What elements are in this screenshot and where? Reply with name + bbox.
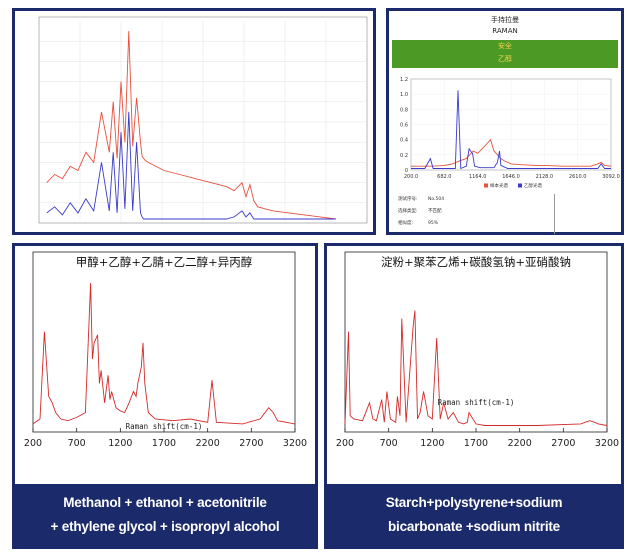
x-tick-label: 682.0 (437, 174, 451, 180)
legend-swatch (484, 183, 488, 188)
x-tick-label: 2200 (196, 438, 220, 449)
device-title: 手持拉曼 (491, 16, 519, 24)
info-table: 测试序号: No.504 选择类型: 不匹配 相似度: 95% (392, 194, 618, 230)
substance-label: 乙醇 (498, 55, 512, 63)
legend-swatch (518, 183, 522, 188)
bottom-right-chart: 淀粉+聚苯乙烯+碳酸氢钠+亚硝酸钠 Raman shift(cm-1) 200 7… (336, 251, 619, 449)
status-label: 安全 (498, 42, 512, 50)
chart-title: 淀粉+聚苯乙烯+碳酸氢钠+亚硝酸钠 (381, 255, 571, 269)
x-tick-label: 1700 (152, 438, 176, 449)
status-bar: 安全 乙醇 (392, 40, 618, 68)
plot-area (32, 251, 296, 433)
x-axis-label: Raman shift(cm-1) (438, 398, 515, 407)
x-tick-label: 1700 (464, 438, 488, 449)
caption: Methanol + ethanol + acetonitrile + ethy… (15, 484, 315, 546)
x-tick-label: 3200 (283, 438, 307, 449)
x-tick-label: 700 (380, 438, 398, 449)
series-line-2 (46, 111, 336, 220)
caption-line-2: bicarbonate +sodium nitrite (387, 519, 560, 534)
x-tick-label: 2610.0 (569, 174, 587, 180)
x-tick-label: 200 (336, 438, 354, 449)
top-left-chart (15, 11, 373, 232)
series-line-2 (411, 90, 611, 170)
x-tick-label: 1200 (108, 438, 132, 449)
info-key: 选择类型: (398, 209, 418, 214)
x-tick-label: 3092.0 (602, 174, 620, 180)
info-divider (554, 194, 555, 234)
info-row: 选择类型: 不匹配 (392, 206, 618, 218)
y-tick-label: 1.2 (400, 77, 408, 83)
y-tick-label: 0.4 (400, 138, 408, 144)
x-tick-label: 1164.0 (469, 174, 487, 180)
info-key: 测试序号: (398, 197, 418, 202)
x-tick-label: 2200 (508, 438, 532, 449)
series-line-1 (411, 138, 612, 167)
info-row: 测试序号: No.504 (392, 194, 618, 206)
info-key: 相似度: (398, 221, 414, 226)
x-axis-label: Raman shift(cm-1) (126, 422, 203, 431)
bottom-left-panel: 甲醇+乙醇+乙腈+乙二醇+异丙醇 Raman shift(cm-1) 200 70… (12, 243, 318, 549)
y-tick-label: 0.2 (400, 153, 408, 159)
x-tick-label: 2700 (239, 438, 263, 449)
x-tick-label: 2128.0 (536, 174, 554, 180)
top-right-chart: 0 0.2 0.4 0.6 0.8 1.0 1.2 200.0 682.0 1164.0 1646.… (400, 77, 620, 189)
y-tick-label: 0.8 (400, 107, 408, 113)
x-tick-label: 700 (68, 438, 86, 449)
info-value: No.504 (428, 197, 445, 202)
series-line-1 (344, 310, 608, 426)
x-tick-label: 1646.0 (502, 174, 520, 180)
x-tick-label: 1200 (420, 438, 444, 449)
y-tick-label: 0 (405, 168, 408, 174)
x-tick-label: 2700 (551, 438, 575, 449)
x-tick-label: 3200 (595, 438, 619, 449)
x-tick-label: 200.0 (404, 174, 418, 180)
info-value: 95% (428, 221, 439, 226)
legend-label: 样本光谱 (490, 182, 508, 189)
x-tick-label: 200 (24, 438, 42, 449)
caption-line-1: Starch+polystyrene+sodium (385, 495, 563, 510)
caption-line-1: Methanol + ethanol + acetonitrile (63, 495, 267, 510)
chart-title: 甲醇+乙醇+乙腈+乙二醇+异丙醇 (76, 255, 253, 269)
y-tick-label: 1.0 (400, 92, 408, 98)
bottom-left-chart: 甲醇+乙醇+乙腈+乙二醇+异丙醇 Raman shift(cm-1) 200 70… (24, 251, 307, 449)
info-value: 不匹配 (428, 209, 442, 214)
top-left-panel (12, 8, 376, 235)
bottom-right-panel: 淀粉+聚苯乙烯+碳酸氢钠+亚硝酸钠 Raman shift(cm-1) 200 7… (324, 243, 624, 549)
info-row: 相似度: 95% (392, 218, 618, 230)
top-right-panel: 手持拉曼 RAMAN 安全 乙醇 0 0.2 0.4 0.6 0.8 1.0 1.2 200.… (386, 8, 624, 235)
caption: Starch+polystyrene+sodium bicarbonate +s… (327, 484, 621, 546)
device-subtitle: RAMAN (492, 27, 518, 35)
series-line-1 (32, 282, 296, 425)
caption-line-2: + ethylene glycol + isopropyl alcohol (50, 519, 280, 534)
legend-label: 乙醇光谱 (524, 182, 542, 189)
series-line-1 (46, 31, 336, 220)
y-tick-label: 0.6 (400, 123, 408, 129)
